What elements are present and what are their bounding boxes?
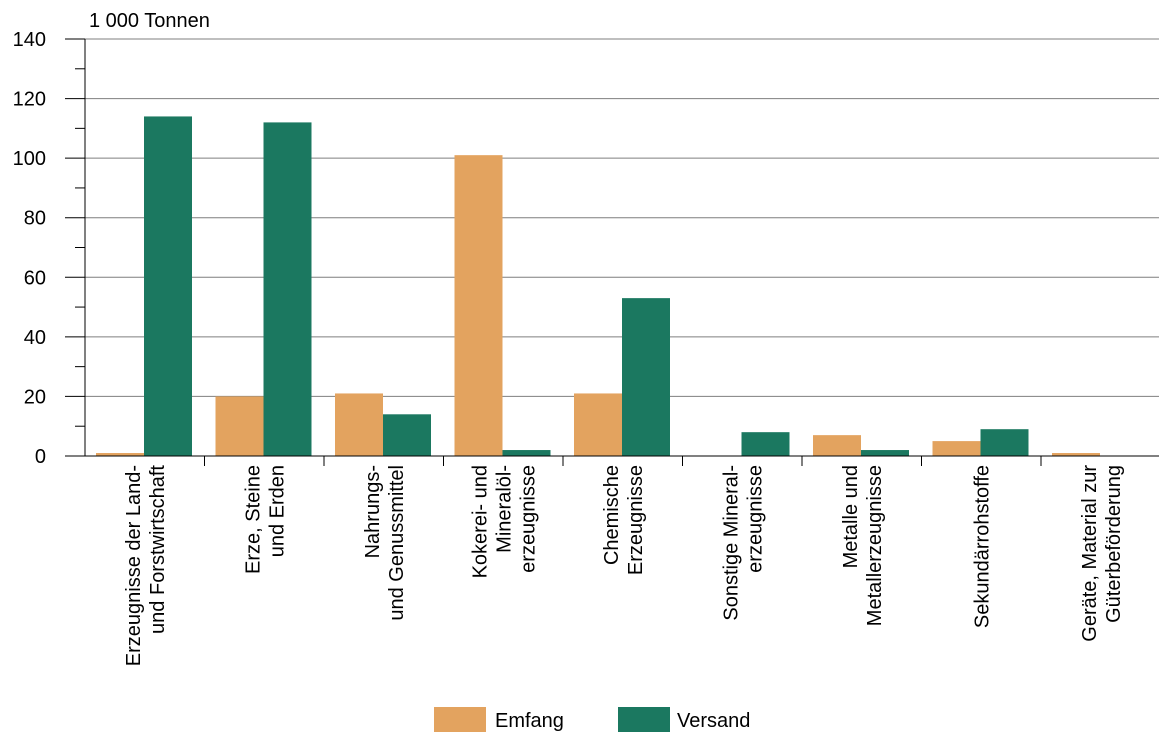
category-label-line: und Erden (266, 465, 288, 557)
bar-versand-5 (622, 298, 670, 456)
category-label-7: Metalle und Metallerzeugnisse (840, 465, 886, 626)
legend-swatch-emfang (434, 707, 486, 732)
category-label-line: erzeugnisse (744, 465, 766, 573)
category-label-4: Kokerei- und Mineralöl-erzeugnisse (469, 465, 539, 578)
category-label-line: Nahrungs- (362, 465, 384, 558)
bar-emfang-1 (96, 453, 144, 456)
category-label-line: Geräte, Material zur (1079, 465, 1101, 642)
y-tick-label: 80 (24, 208, 46, 230)
y-tick-label: 40 (24, 327, 46, 349)
bar-emfang-8 (932, 441, 981, 456)
category-label-line: Sonstige Mineral- (720, 465, 742, 621)
category-label-line: Chemische (601, 465, 623, 565)
category-label-line: Erzeugnisse (625, 465, 647, 575)
axes (65, 38, 1159, 466)
category-label-line: Erzeugnisse der Land- (123, 465, 145, 666)
category-label-line: Metalle und (840, 465, 862, 568)
legend: Emfang Versand (434, 707, 750, 732)
category-label-line: Sekundärrohstoffe (971, 465, 993, 628)
category-label-line: und Genussmittel (386, 465, 408, 621)
y-tick-label: 140 (13, 29, 46, 51)
y-tick-label: 20 (24, 386, 46, 408)
category-label-5: Chemische Erzeugnisse (601, 465, 647, 575)
category-label-9: Geräte, Material zur Güterbeförderung (1079, 465, 1125, 642)
category-label-line: Kokerei- und (469, 465, 491, 578)
bar-versand-7 (861, 450, 909, 456)
y-tick-labels: 0 20 40 60 80 100 120 140 (13, 29, 46, 468)
category-label-2: Erze, Steine und Erden (242, 465, 288, 574)
y-tick-label: 100 (13, 148, 46, 170)
category-label-3: Nahrungs-und Genussmittel (362, 465, 408, 621)
legend-label-versand: Versand (677, 710, 750, 732)
category-label-line: Metallerzeugnisse (864, 465, 886, 626)
bar-versand-1 (144, 116, 192, 456)
bar-versand-4 (502, 450, 551, 456)
legend-label-emfang: Emfang (495, 710, 564, 732)
y-tick-label: 120 (13, 89, 46, 111)
bar-emfang-7 (813, 435, 861, 456)
category-label-line: Mineralöl- (493, 465, 515, 553)
category-label-line: und Forstwirtschaft (147, 465, 169, 634)
category-label-6: Sonstige Mineral-erzeugnisse (720, 465, 766, 621)
category-label-line: Güterbeförderung (1103, 465, 1125, 623)
bar-emfang-2 (215, 396, 264, 456)
category-labels: Erzeugnisse der Land-und Forstwirtschaft… (123, 465, 1125, 667)
bar-emfang-5 (574, 393, 622, 456)
y-tick-label: 60 (24, 267, 46, 289)
bar-versand-2 (263, 122, 312, 457)
category-label-line: erzeugnisse (517, 465, 539, 573)
legend-swatch-versand (618, 707, 670, 732)
category-label-line: Erze, Steine (242, 465, 264, 574)
bar-emfang-9 (1052, 453, 1100, 456)
bar-versand-8 (980, 429, 1029, 456)
category-label-1: Erzeugnisse der Land-und Forstwirtschaft (123, 465, 169, 667)
bars (96, 116, 1100, 457)
category-label-8: Sekundärrohstoffe (971, 465, 993, 628)
bar-emfang-4 (454, 155, 503, 456)
bar-versand-3 (383, 414, 431, 456)
bar-versand-6 (741, 432, 790, 456)
y-tick-label: 0 (35, 446, 46, 468)
y-axis-unit-label: 1 000 Tonnen (89, 10, 210, 32)
bar-emfang-3 (335, 393, 383, 456)
